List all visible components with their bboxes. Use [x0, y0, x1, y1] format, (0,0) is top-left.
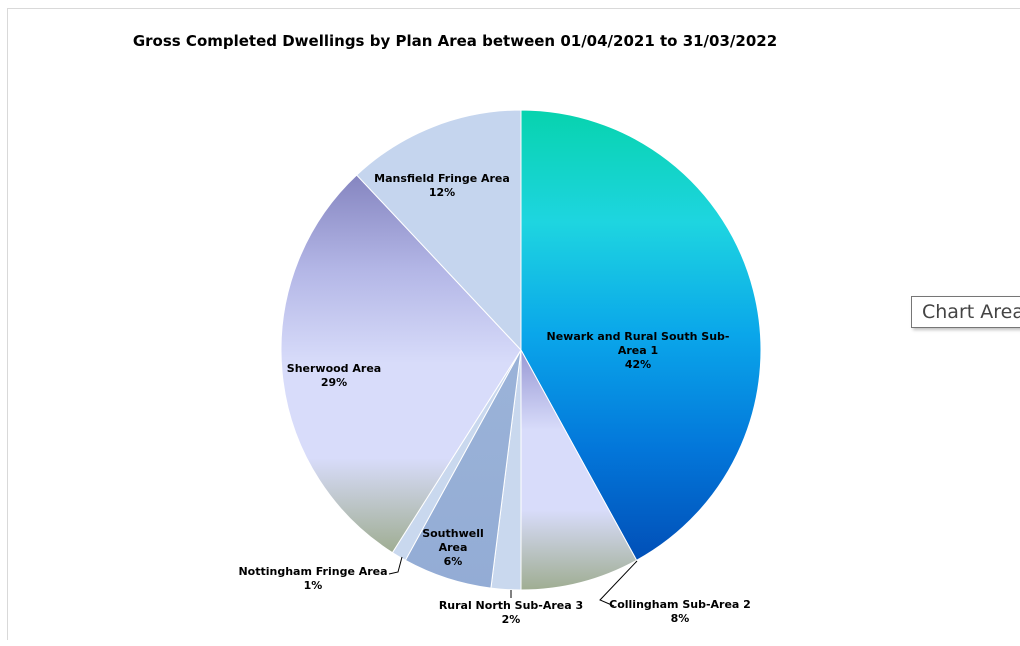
chart-title: Gross Completed Dwellings by Plan Area b…: [0, 32, 1020, 50]
chart-title-text: Gross Completed Dwellings by Plan Area b…: [132, 32, 778, 50]
pie-slice-mansfield-fringe-area[interactable]: [356, 109, 522, 352]
data-label-newark-and-rural-south-sub-area-1: Newark and Rural South Sub-Area 1 42%: [547, 330, 730, 371]
tooltip-text: Chart Area: [922, 301, 1020, 323]
data-label-southwell-area: Southwell Area 6%: [422, 527, 484, 568]
data-label-rural-north-sub-area-3: Rural North Sub-Area 3 2%: [439, 599, 583, 626]
pie-slice-newark-and-rural-south-sub-area-1[interactable]: [520, 109, 762, 561]
chart-area[interactable]: [7, 8, 1020, 640]
leader-line-collingham-sub-area-2: [599, 560, 638, 607]
pie-slice-sherwood-area[interactable]: [280, 174, 522, 554]
data-label-collingham-sub-area-2: Collingham Sub-Area 2 8%: [609, 598, 751, 625]
chart-area-tooltip: Chart Area: [911, 296, 1020, 328]
pie-slice-collingham-sub-area-2[interactable]: [520, 349, 638, 591]
data-label-nottingham-fringe-area: Nottingham Fringe Area 1%: [238, 565, 387, 592]
leader-line-nottingham-fringe-area: [388, 556, 403, 575]
data-label-mansfield-fringe-area: Mansfield Fringe Area 12%: [374, 172, 510, 199]
data-label-sherwood-area: Sherwood Area 29%: [287, 362, 381, 389]
